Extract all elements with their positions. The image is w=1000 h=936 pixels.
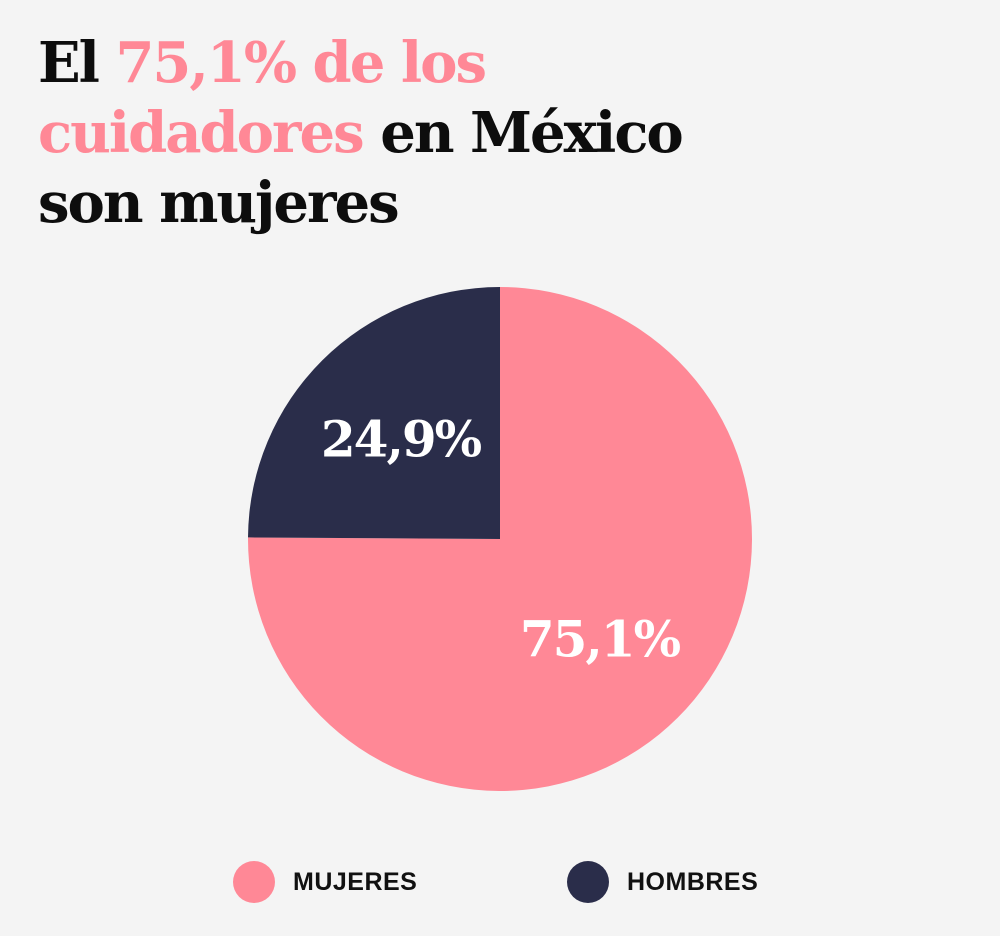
legend-label-hombres: HOMBRES — [627, 867, 759, 896]
title-text: El — [38, 30, 116, 96]
legend: MUJERES HOMBRES — [0, 861, 1000, 903]
title-text: en México — [362, 100, 684, 166]
legend-item-hombres: HOMBRES — [567, 861, 759, 903]
title-line-1: El 75,1% de los — [38, 28, 958, 98]
chart-title: El 75,1% de los cuidadores en México son… — [38, 28, 958, 238]
title-highlight: cuidadores — [38, 100, 365, 166]
legend-swatch-hombres — [567, 861, 609, 903]
slice-label-mujeres: 75,1% — [520, 610, 681, 669]
pie-slices — [248, 287, 753, 791]
title-text: son mujeres — [38, 170, 400, 236]
legend-item-mujeres: MUJERES — [233, 861, 418, 903]
pie-labels: 75,1% 24,9% — [321, 409, 683, 669]
title-line-3: son mujeres — [38, 168, 958, 238]
slice-label-hombres: 24,9% — [321, 409, 482, 468]
title-highlight: 75,1% de los — [115, 30, 487, 96]
pie-slice-hombres — [248, 287, 500, 539]
title-line-2: cuidadores en México — [38, 98, 958, 168]
legend-swatch-mujeres — [233, 861, 275, 903]
legend-label-mujeres: MUJERES — [293, 867, 418, 896]
